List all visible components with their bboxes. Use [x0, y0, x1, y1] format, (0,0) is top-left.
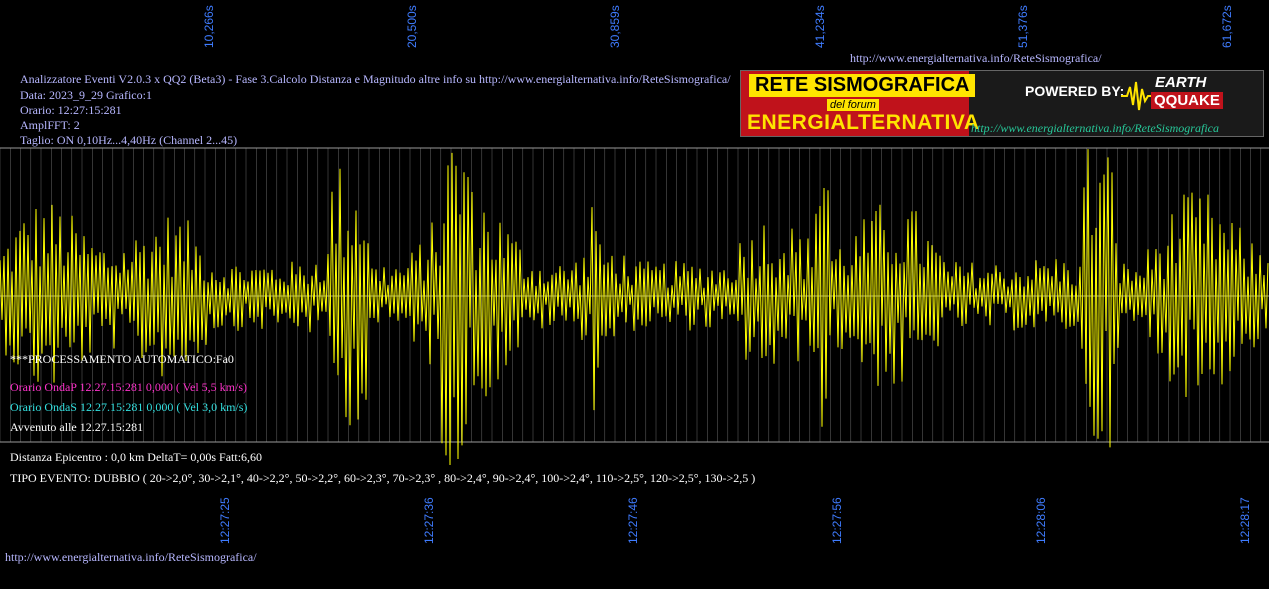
processing-status: ***PROCESSAMENTO AUTOMATICO:Fa0	[10, 352, 234, 366]
top-url-link[interactable]: http://www.energialternativa.info/ReteSi…	[850, 51, 1102, 65]
logo-subtitle: del forum	[827, 99, 879, 111]
logo-powered-by: POWERED BY:	[1025, 83, 1125, 99]
time-tick-label: 20,500s	[405, 5, 419, 48]
info-line-title: Analizzatore Eventi V2.0.3 x QQ2 (Beta3)…	[20, 72, 731, 86]
info-line-time: Orario: 12:27:15:281	[20, 103, 122, 117]
logo-url[interactable]: http://www.energialternativa.info/ReteSi…	[971, 121, 1219, 135]
info-line-amplfft: AmplFFT: 2	[20, 118, 80, 132]
onda-p-time: Orario OndaP 12.27.15:281 0,000 ( Vel 5,…	[10, 380, 247, 394]
epicenter-distance: Distanza Epicentro : 0,0 km DeltaT= 0,00…	[10, 450, 263, 464]
clock-tick-label: 12:27:25	[218, 497, 232, 544]
event-type: TIPO EVENTO: DUBBIO ( 20->2,0°, 30->2,1°…	[10, 471, 756, 485]
clock-tick-label: 12:28:06	[1034, 497, 1048, 544]
logo-forum-name: ENERGIALTERNATIVA	[747, 111, 980, 134]
time-tick-label: 30,859s	[608, 5, 622, 48]
logo-brand-qquake: QQUAKE	[1151, 92, 1223, 109]
onda-s-time: Orario OndaS 12.27.15:281 0,000 ( Vel 3,…	[10, 400, 248, 414]
bottom-url-link[interactable]: http://www.energialternativa.info/ReteSi…	[5, 550, 257, 564]
seismic-trace	[0, 149, 1269, 466]
clock-tick-label: 12:27:56	[830, 497, 844, 544]
event-time: Avvenuto alle 12.27.15:281	[10, 420, 144, 434]
seismograph-icon	[1121, 81, 1157, 111]
info-line-filter: Taglio: ON 0,10Hz...4,40Hz (Channel 2...…	[20, 133, 238, 147]
clock-tick-label: 12:28:17	[1238, 497, 1252, 544]
rete-sismografica-logo: RETE SISMOGRAFICA del forum ENERGIALTERN…	[740, 70, 1264, 137]
clock-tick-label: 12:27:46	[626, 497, 640, 544]
info-line-date: Data: 2023_9_29 Grafico:1	[20, 88, 152, 102]
logo-brand-earth: EARTH	[1155, 74, 1207, 91]
time-tick-label: 51,376s	[1016, 5, 1030, 48]
time-tick-label: 61,672s	[1220, 5, 1234, 48]
time-tick-label: 41,234s	[813, 5, 827, 48]
clock-tick-label: 12:27:36	[422, 497, 436, 544]
logo-title: RETE SISMOGRAFICA	[749, 74, 976, 97]
time-tick-label: 10,266s	[202, 5, 216, 48]
